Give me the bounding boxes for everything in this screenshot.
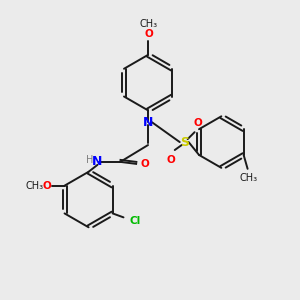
Text: O: O — [42, 181, 51, 191]
Text: Cl: Cl — [129, 216, 141, 226]
Text: CH₃: CH₃ — [239, 173, 258, 183]
Text: O: O — [140, 159, 149, 169]
Text: CH₃: CH₃ — [140, 19, 158, 29]
Text: N: N — [143, 116, 153, 129]
Text: H: H — [86, 155, 94, 165]
Text: O: O — [145, 29, 153, 39]
Text: N: N — [92, 155, 103, 168]
Text: O: O — [193, 118, 202, 128]
Text: O: O — [167, 155, 175, 165]
Text: S: S — [180, 136, 189, 148]
Text: CH₃: CH₃ — [26, 181, 44, 191]
